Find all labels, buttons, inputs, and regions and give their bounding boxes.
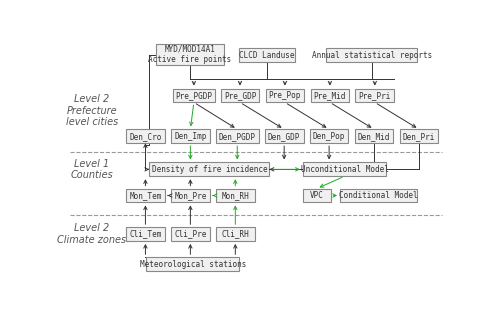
FancyBboxPatch shape <box>303 162 386 176</box>
Text: Density of fire incidence: Density of fire incidence <box>152 165 267 174</box>
FancyBboxPatch shape <box>216 129 258 143</box>
FancyBboxPatch shape <box>326 48 418 62</box>
Text: Cli_RH: Cli_RH <box>222 230 249 239</box>
FancyBboxPatch shape <box>171 189 210 203</box>
Text: Pre_Pri: Pre_Pri <box>358 91 391 100</box>
Text: Annual statistical reports: Annual statistical reports <box>312 51 432 60</box>
Text: CLCD Landuse: CLCD Landuse <box>240 51 295 60</box>
Text: Meteorological stations: Meteorological stations <box>140 260 246 268</box>
FancyBboxPatch shape <box>126 129 165 143</box>
Text: Conditional Model: Conditional Model <box>340 191 418 200</box>
Text: VPC: VPC <box>310 191 324 200</box>
Text: Unconditional Model: Unconditional Model <box>300 165 388 174</box>
FancyBboxPatch shape <box>156 44 224 65</box>
FancyBboxPatch shape <box>150 162 270 176</box>
Text: Pre_GDP: Pre_GDP <box>224 91 256 100</box>
Text: Pre_Mid: Pre_Mid <box>314 91 346 100</box>
Text: Den_Mid: Den_Mid <box>358 132 390 141</box>
FancyBboxPatch shape <box>216 189 254 203</box>
FancyBboxPatch shape <box>172 89 215 102</box>
FancyBboxPatch shape <box>356 89 394 102</box>
Text: Den_Pop: Den_Pop <box>313 132 346 141</box>
Text: Mon_Pre: Mon_Pre <box>174 191 206 200</box>
Text: Den_Cro: Den_Cro <box>129 132 162 141</box>
FancyBboxPatch shape <box>265 129 304 143</box>
FancyBboxPatch shape <box>310 129 348 143</box>
Text: Den_Imp: Den_Imp <box>174 132 206 141</box>
FancyBboxPatch shape <box>146 257 239 271</box>
FancyBboxPatch shape <box>220 89 260 102</box>
Text: Cli_Tem: Cli_Tem <box>129 230 162 239</box>
Text: Pre_Pop: Pre_Pop <box>268 91 301 100</box>
Text: Den_PGDP: Den_PGDP <box>219 132 256 141</box>
FancyBboxPatch shape <box>266 89 304 102</box>
Text: Mon_RH: Mon_RH <box>222 191 249 200</box>
Text: Level 1
Counties: Level 1 Counties <box>70 159 114 180</box>
FancyBboxPatch shape <box>340 189 417 203</box>
FancyBboxPatch shape <box>126 189 165 203</box>
Text: Level 2
Prefecture
level cities: Level 2 Prefecture level cities <box>66 94 118 127</box>
FancyBboxPatch shape <box>126 227 165 241</box>
FancyBboxPatch shape <box>171 129 210 143</box>
Text: MYD/MOD14A1
Active fire points: MYD/MOD14A1 Active fire points <box>148 45 231 64</box>
Text: Mon_Tem: Mon_Tem <box>129 191 162 200</box>
FancyBboxPatch shape <box>216 227 254 241</box>
FancyBboxPatch shape <box>239 48 295 62</box>
FancyBboxPatch shape <box>400 129 438 143</box>
Text: Pre_PGDP: Pre_PGDP <box>176 91 212 100</box>
Text: Den_GDP: Den_GDP <box>268 132 300 141</box>
Text: Den_Pri: Den_Pri <box>403 132 435 141</box>
FancyBboxPatch shape <box>303 189 330 203</box>
Text: Level 2
Climate zones: Level 2 Climate zones <box>58 223 126 245</box>
Text: Cli_Pre: Cli_Pre <box>174 230 206 239</box>
FancyBboxPatch shape <box>354 129 394 143</box>
FancyBboxPatch shape <box>310 89 349 102</box>
FancyBboxPatch shape <box>171 227 210 241</box>
